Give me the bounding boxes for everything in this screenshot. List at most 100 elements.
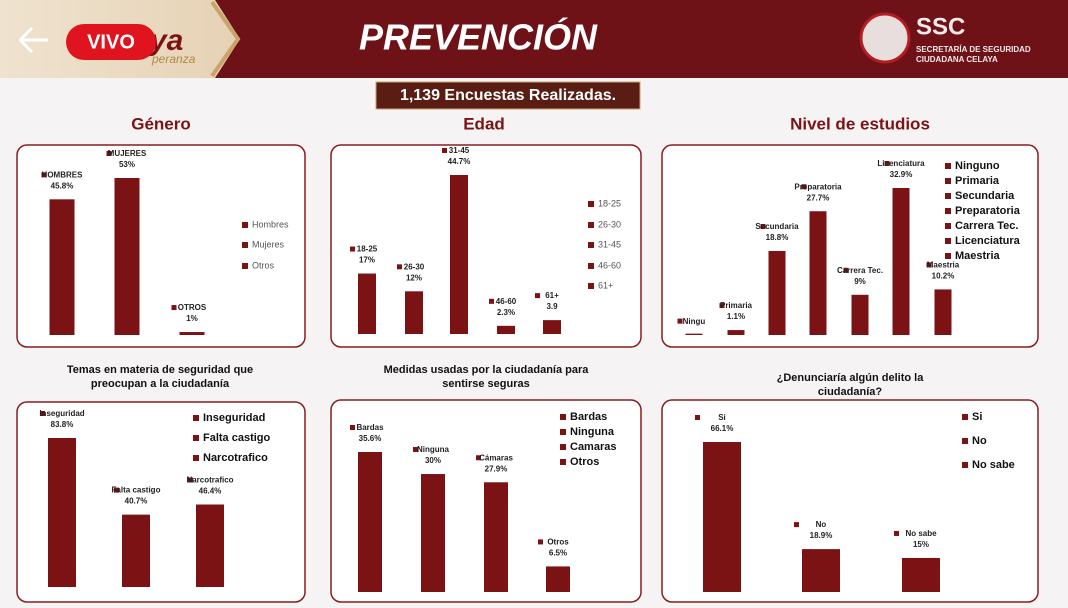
value-label: 35.6%	[359, 434, 382, 443]
legend-swatch	[560, 444, 566, 450]
value-label: 2.3%	[497, 308, 515, 317]
bar	[421, 474, 445, 592]
value-label: 30%	[425, 456, 441, 465]
header-title: PREVENCIÓN	[359, 17, 598, 58]
legend-swatch	[588, 263, 594, 269]
legend-label: Mujeres	[252, 239, 285, 249]
label-bullet	[41, 172, 47, 178]
value-label: 1.1%	[727, 312, 745, 321]
legend-label: Ninguna	[570, 426, 615, 438]
label-bullet	[188, 477, 193, 483]
category-label: Narcotrafico	[186, 476, 233, 485]
value-label: 27.9%	[485, 464, 508, 473]
chart-title: Medidas usadas por la ciudadanía para	[384, 364, 590, 376]
chart-title: Edad	[463, 114, 505, 133]
label-bullet	[535, 293, 540, 299]
legend-swatch	[193, 455, 199, 461]
bar	[484, 482, 508, 592]
legend-swatch	[945, 208, 951, 214]
legend-swatch	[962, 438, 968, 444]
agency-name: SSC	[916, 13, 965, 40]
back-arrow[interactable]	[18, 26, 48, 54]
label-bullet	[677, 318, 683, 324]
bar	[892, 188, 910, 335]
chart-title: Género	[131, 114, 191, 133]
legend-swatch	[588, 242, 594, 248]
panel	[16, 144, 306, 348]
label-bullet	[350, 246, 355, 252]
value-label: 9%	[854, 277, 866, 286]
legend-swatch	[945, 253, 951, 259]
panel	[330, 144, 642, 348]
bar	[358, 452, 382, 592]
chart-title: ciudadanía?	[818, 386, 882, 398]
label-bullet	[40, 411, 45, 416]
category-label: Inseguridad	[39, 409, 84, 418]
category-label: No sabe	[905, 529, 937, 538]
bar	[727, 330, 745, 335]
value-label: 53%	[119, 160, 135, 169]
label-bullet	[894, 530, 899, 536]
label-bullet	[538, 539, 543, 545]
legend-label: 31-45	[598, 239, 621, 249]
bar	[768, 251, 786, 335]
legend-swatch	[560, 459, 566, 465]
live-badge	[66, 24, 156, 60]
label-bullet	[476, 455, 481, 461]
legend-label: Ninguno	[955, 160, 1000, 172]
bar	[405, 291, 423, 334]
label-bullet	[801, 184, 807, 190]
summary-box	[375, 81, 641, 110]
category-label: Primaria	[720, 301, 753, 310]
value-label: 15%	[913, 540, 929, 549]
chart-title: ¿Denunciaría algún delito la	[777, 372, 925, 384]
legend-swatch	[962, 414, 968, 420]
category-label: 61+	[545, 291, 559, 300]
bar	[685, 333, 703, 335]
label-bullet	[926, 262, 932, 268]
category-label: OTROS	[178, 303, 207, 312]
header-chevron	[210, 0, 241, 78]
legend-label: No sabe	[972, 459, 1015, 471]
label-bullet	[843, 267, 849, 273]
label-bullet	[106, 151, 112, 156]
label-bullet	[794, 522, 799, 528]
legend-label: Falta castigo	[203, 432, 271, 444]
category-label: HOMBRES	[42, 170, 84, 179]
legend-swatch	[588, 201, 594, 207]
legend-swatch	[193, 435, 199, 441]
category-label: 31-45	[449, 146, 470, 155]
value-label: 66.1%	[711, 424, 734, 433]
agency-seal	[859, 12, 911, 64]
label-bullet	[719, 303, 725, 309]
label-bullet	[171, 305, 177, 311]
legend-label: Licenciatura	[955, 235, 1021, 247]
category-label: No	[816, 520, 827, 529]
legend-swatch	[193, 415, 199, 421]
label-bullet	[350, 425, 355, 430]
live-label: VIVO	[87, 31, 135, 53]
label-bullet	[442, 148, 447, 153]
category-label: Preparatoria	[794, 182, 842, 191]
legend-label: 61+	[598, 280, 613, 290]
panel	[16, 401, 306, 603]
legend-swatch	[242, 242, 248, 248]
category-label: MUJERES	[108, 149, 147, 158]
value-label: 18.9%	[810, 531, 833, 540]
legend-swatch	[242, 263, 248, 269]
category-label: Otros	[547, 538, 569, 547]
legend-swatch	[945, 193, 951, 199]
legend-label: 18-25	[598, 198, 621, 208]
value-label: 3.9	[546, 302, 558, 311]
legend-label: 46-60	[598, 260, 621, 270]
value-label: 83.8%	[51, 420, 74, 429]
value-label: 46.4%	[199, 487, 222, 496]
value-label: 10.2%	[932, 272, 955, 281]
value-label: 40.7%	[125, 497, 148, 506]
bar	[809, 211, 827, 335]
legend-label: No	[972, 435, 987, 447]
bar	[450, 175, 468, 334]
legend-label: Preparatoria	[955, 205, 1021, 217]
bar	[179, 332, 205, 335]
